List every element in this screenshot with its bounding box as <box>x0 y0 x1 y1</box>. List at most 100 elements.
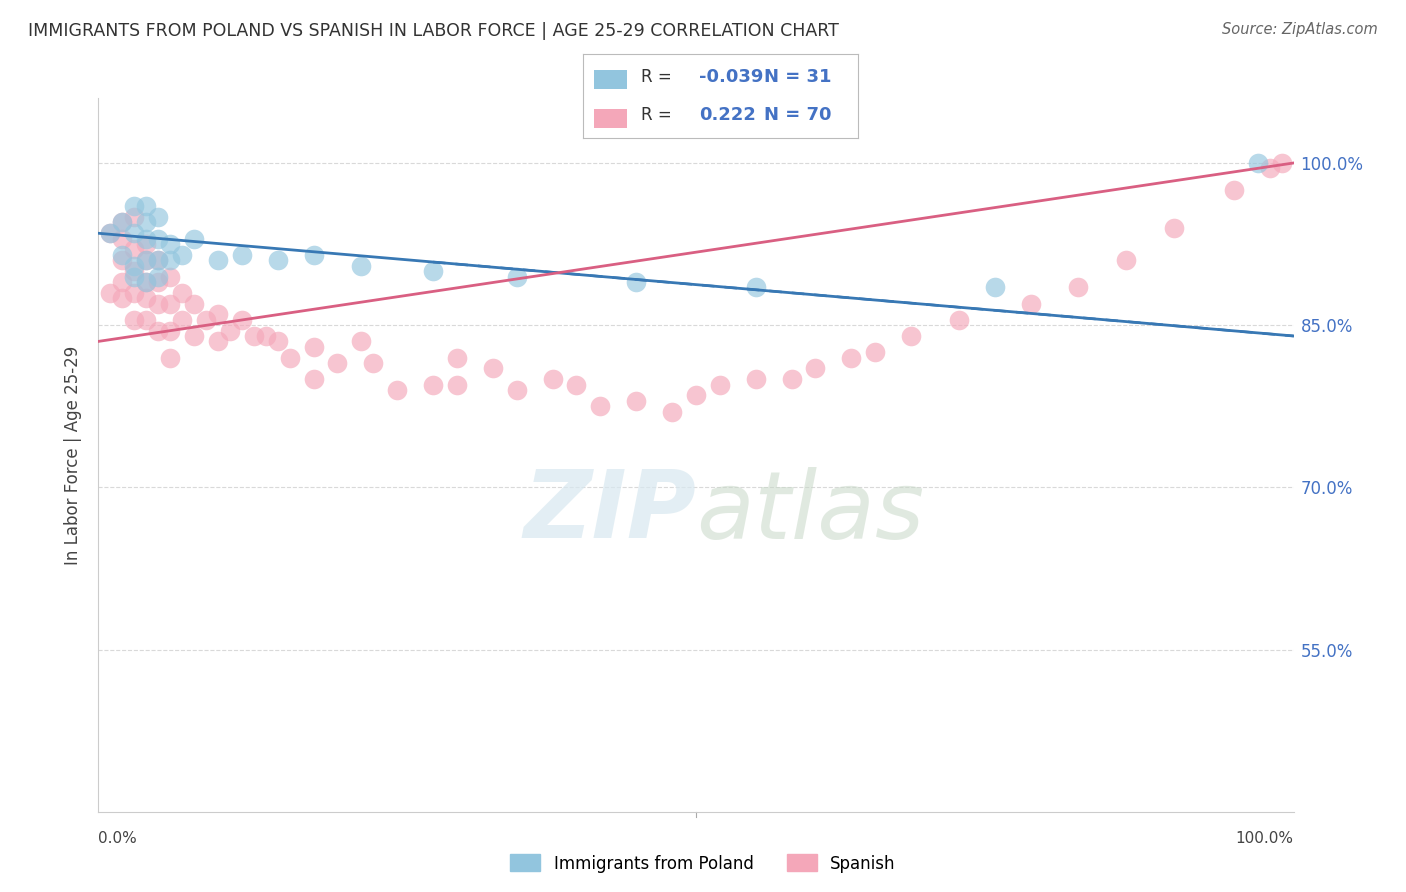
Point <box>135 275 157 289</box>
Point <box>481 361 505 376</box>
Point <box>1258 161 1281 176</box>
Point <box>135 232 157 246</box>
Text: R =: R = <box>641 105 672 123</box>
Point <box>148 253 170 268</box>
Point <box>231 312 253 326</box>
Point <box>626 275 648 289</box>
Point <box>804 361 827 376</box>
Point <box>111 215 134 229</box>
Point <box>98 227 122 241</box>
Point <box>111 248 134 262</box>
Point <box>124 269 146 284</box>
Point <box>159 324 181 338</box>
Point <box>135 215 157 229</box>
Point <box>1019 296 1042 310</box>
Point <box>207 334 229 349</box>
Point <box>350 259 373 273</box>
Point <box>135 237 157 252</box>
Point <box>124 243 146 257</box>
Point <box>1222 183 1246 197</box>
Point <box>422 377 444 392</box>
Point <box>135 253 157 268</box>
Text: ZIP: ZIP <box>523 466 696 558</box>
Point <box>302 372 325 386</box>
Point <box>984 280 1007 294</box>
Point <box>148 296 170 310</box>
Point <box>326 356 349 370</box>
Point <box>135 291 157 305</box>
Point <box>900 329 922 343</box>
Point <box>148 253 170 268</box>
Text: N = 31: N = 31 <box>765 69 832 87</box>
Point <box>159 253 181 268</box>
Point <box>685 388 707 402</box>
Point <box>135 312 157 326</box>
Point <box>207 253 229 268</box>
Point <box>148 269 170 284</box>
Point <box>626 393 648 408</box>
Point <box>159 296 181 310</box>
Text: Source: ZipAtlas.com: Source: ZipAtlas.com <box>1222 22 1378 37</box>
Point <box>446 377 468 392</box>
Point <box>243 329 266 343</box>
Point <box>745 280 768 294</box>
Point <box>111 291 134 305</box>
Point <box>446 351 468 365</box>
Point <box>124 259 146 273</box>
Point <box>589 399 612 413</box>
Point <box>159 351 181 365</box>
Text: R =: R = <box>641 69 672 87</box>
Point <box>183 296 205 310</box>
Text: 0.0%: 0.0% <box>98 831 138 847</box>
Point <box>172 285 194 300</box>
Point <box>98 285 122 300</box>
Text: 0.222: 0.222 <box>699 105 755 123</box>
Point <box>148 210 170 224</box>
Point <box>1067 280 1090 294</box>
Point <box>745 372 768 386</box>
Point <box>661 405 683 419</box>
Point <box>422 264 444 278</box>
Point <box>207 307 229 321</box>
Point <box>98 227 122 241</box>
Point <box>124 264 146 278</box>
Point <box>124 199 146 213</box>
Point <box>183 232 205 246</box>
Point <box>1246 156 1268 170</box>
Point <box>267 253 290 268</box>
Point <box>267 334 290 349</box>
Legend: Immigrants from Poland, Spanish: Immigrants from Poland, Spanish <box>503 847 903 880</box>
Point <box>219 324 242 338</box>
Point <box>278 351 301 365</box>
Text: atlas: atlas <box>696 467 924 558</box>
Point <box>709 377 731 392</box>
Point <box>302 248 325 262</box>
Y-axis label: In Labor Force | Age 25-29: In Labor Force | Age 25-29 <box>65 345 83 565</box>
Point <box>863 345 887 359</box>
Point <box>183 329 205 343</box>
Point <box>124 210 146 224</box>
Point <box>159 237 181 252</box>
Point <box>124 312 146 326</box>
Bar <box>595 70 627 89</box>
Point <box>135 199 157 213</box>
Point <box>1115 253 1137 268</box>
Point <box>506 383 529 397</box>
Point <box>363 356 385 370</box>
Point <box>148 324 170 338</box>
Text: 100.0%: 100.0% <box>1236 831 1294 847</box>
Point <box>1163 220 1185 235</box>
Text: N = 70: N = 70 <box>765 105 832 123</box>
Point <box>111 232 134 246</box>
Point <box>948 312 970 326</box>
Point <box>541 372 564 386</box>
Point <box>194 312 218 326</box>
Point <box>111 275 134 289</box>
Point <box>148 275 170 289</box>
Text: -0.039: -0.039 <box>699 69 763 87</box>
Point <box>780 372 803 386</box>
Point <box>385 383 409 397</box>
Point <box>124 285 146 300</box>
Point <box>1271 156 1294 170</box>
Point <box>350 334 373 349</box>
